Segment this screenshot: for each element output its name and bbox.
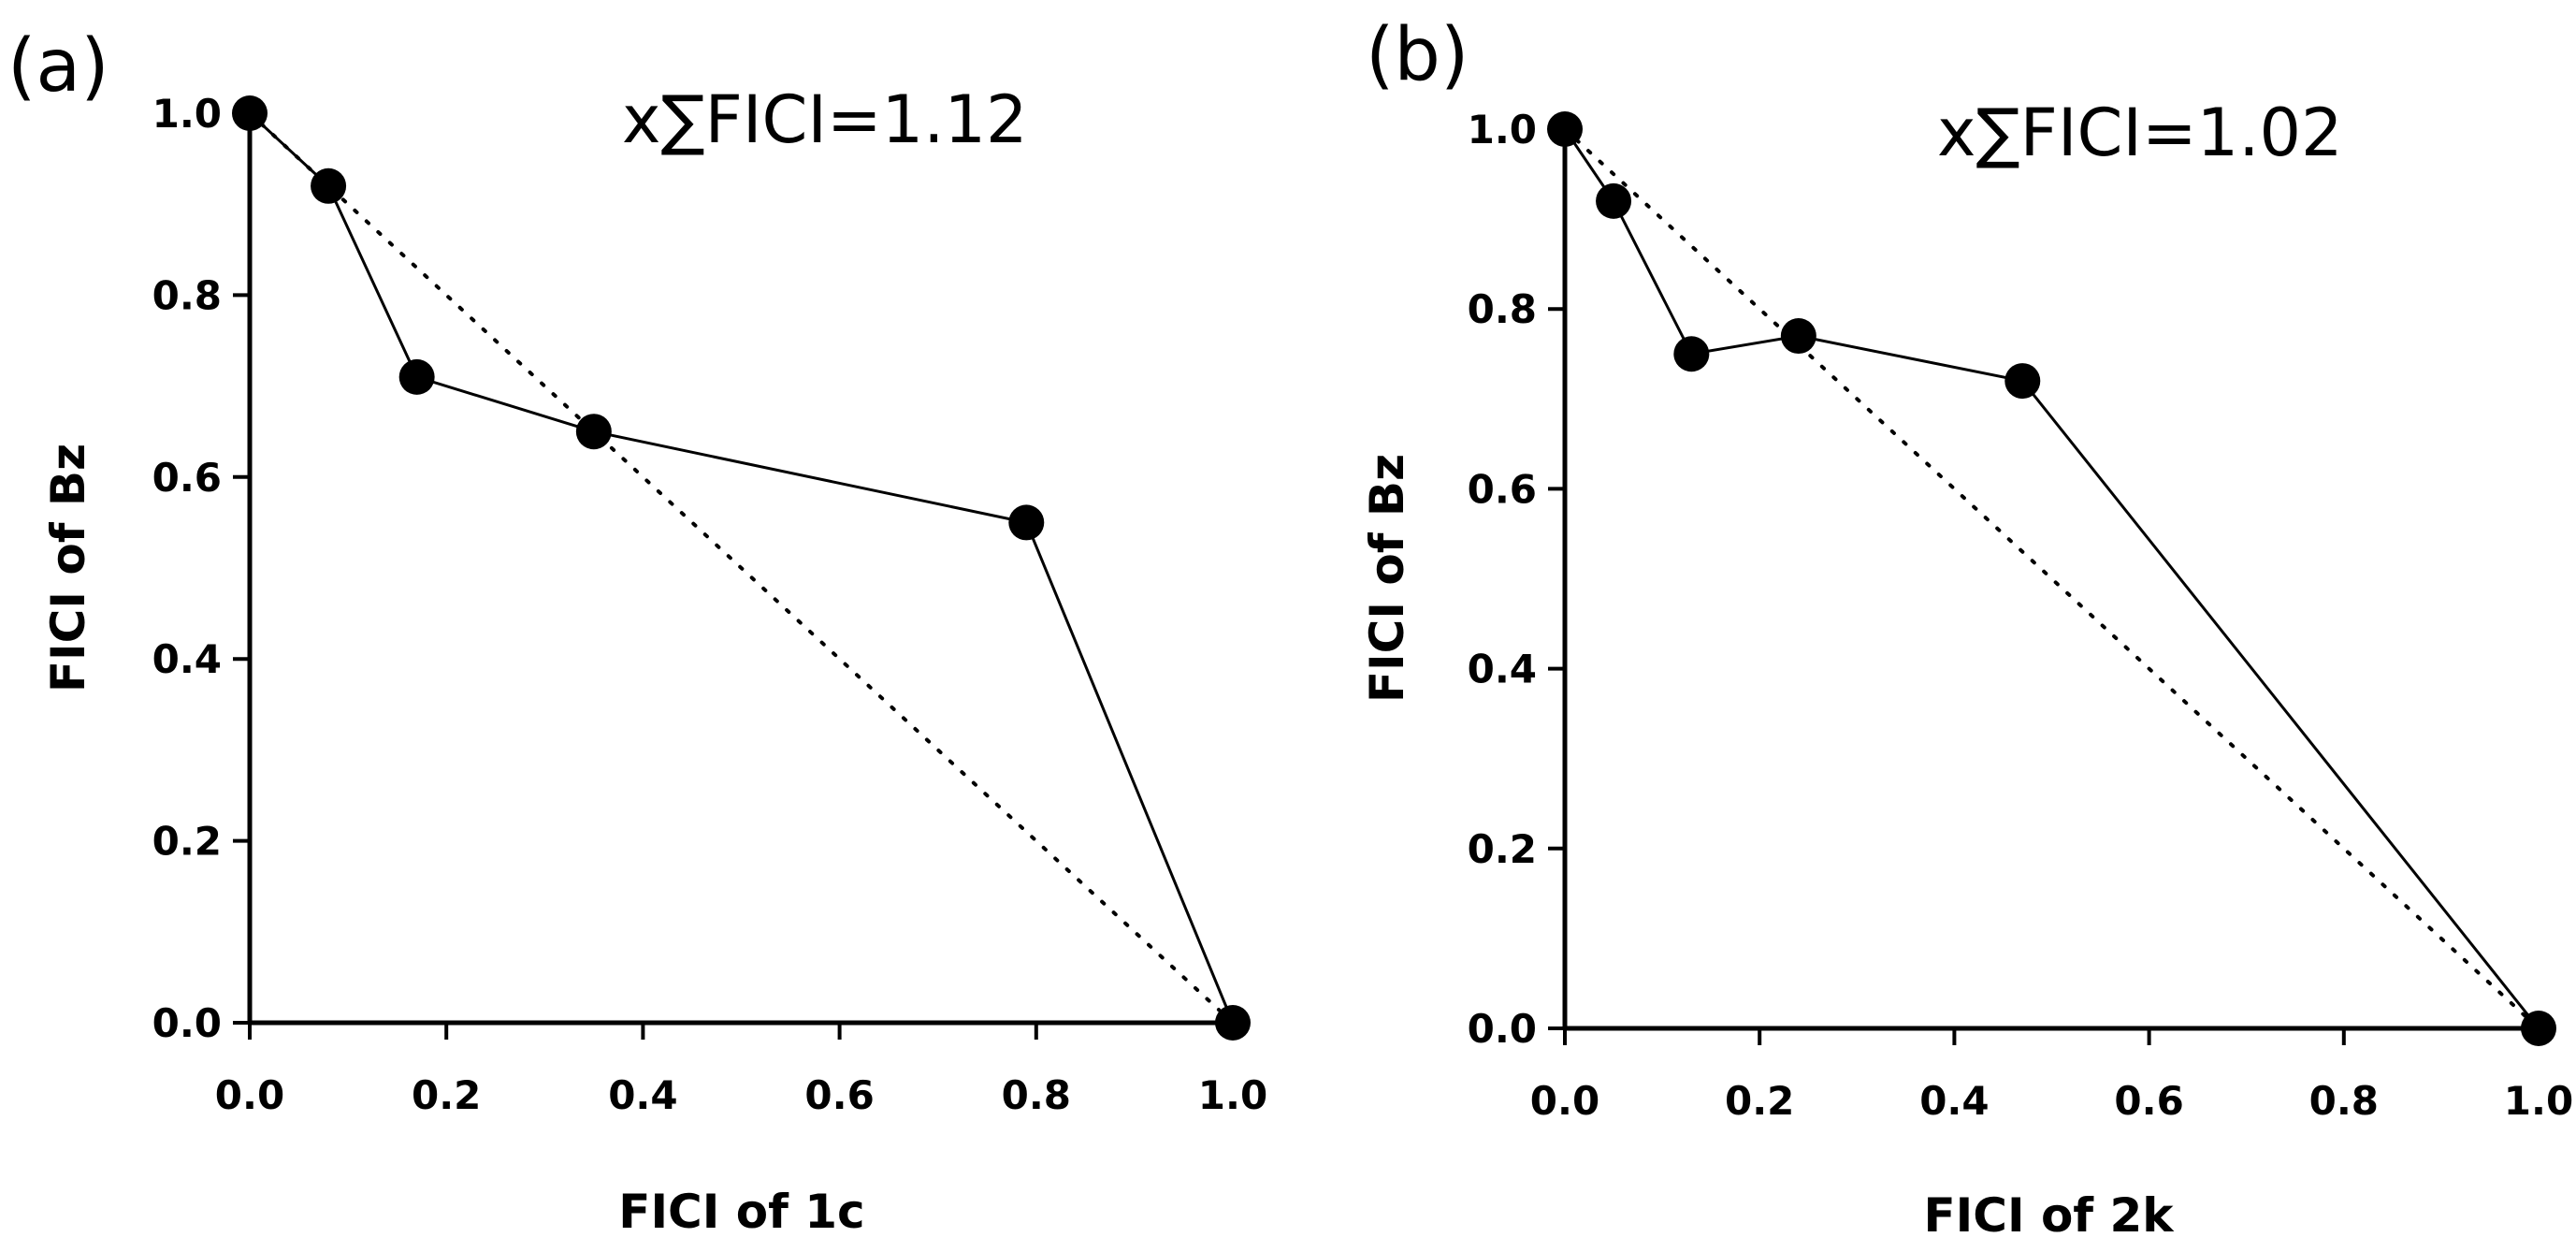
- series-line: [1563, 128, 2540, 1029]
- y-tick-label: 0.2: [152, 819, 222, 865]
- x-tick-label: 0.0: [1530, 1078, 1599, 1124]
- x-tick-label: 0.6: [804, 1072, 874, 1118]
- data-point: [398, 358, 435, 395]
- x-tick-label: 0.8: [2309, 1078, 2379, 1124]
- data-point: [311, 167, 347, 204]
- data-point: [232, 95, 268, 131]
- data-point: [1215, 1005, 1251, 1041]
- x-tick-label: 0.0: [215, 1072, 284, 1118]
- y-tick-label: 1.0: [1468, 107, 1537, 153]
- data-point: [2004, 363, 2041, 400]
- x-tick-label: 0.4: [608, 1072, 677, 1118]
- x-tick-label: 0.2: [1725, 1078, 1794, 1124]
- panel-label: (b): [1366, 13, 1469, 97]
- fici-annotation: x∑FICI=1.02: [1937, 95, 2343, 171]
- data-point: [1596, 182, 1632, 219]
- panel-label: (a): [7, 24, 109, 109]
- data-point: [1008, 504, 1045, 541]
- y-tick-label: 0.4: [152, 636, 222, 682]
- y-tick-label: 0.6: [152, 455, 222, 501]
- x-tick-label: 1.0: [1198, 1072, 1267, 1118]
- series-line: [248, 111, 1235, 1024]
- x-tick-label: 1.0: [2504, 1078, 2573, 1124]
- x-tick-label: 0.8: [1002, 1072, 1071, 1118]
- y-tick-label: 0.6: [1468, 466, 1537, 512]
- data-point: [575, 414, 612, 450]
- panel-a: (a) x∑FICI=1.12 0.0 0.2 0.4 0.6 0.8 1.0 0.0 0.2 0.…: [7, 24, 1267, 1239]
- y-tick-label: 0.0: [152, 1000, 222, 1046]
- y-tick-label: 1.0: [152, 91, 222, 137]
- fici-annotation: x∑FICI=1.12: [622, 81, 1028, 158]
- y-tick-label: 0.4: [1468, 647, 1537, 692]
- x-tick-label: 0.4: [1919, 1078, 1989, 1124]
- data-point: [1547, 111, 1583, 147]
- panel-b: (b) x∑FICI=1.02 0.0 0.2 0.4 0.6 0.8 1.0 0.0 0.2 0.…: [1360, 13, 2573, 1243]
- x-axis-title: FICI of 1c: [618, 1185, 864, 1239]
- y-tick-label: 0.8: [1468, 286, 1537, 332]
- y-tick-label: 0.2: [1468, 826, 1537, 872]
- additivity-reference-line: [248, 111, 1235, 1025]
- x-tick-label: 0.6: [2114, 1078, 2183, 1124]
- additivity-reference-line: [1563, 127, 2540, 1030]
- data-point: [1780, 318, 1816, 355]
- x-axis-title: FICI of 2k: [1923, 1188, 2175, 1243]
- y-tick-label: 0.8: [152, 272, 222, 318]
- y-tick-label: 0.0: [1468, 1006, 1537, 1052]
- y-axis-title: FICI of Bz: [1360, 454, 1414, 703]
- x-tick-label: 0.2: [412, 1072, 481, 1118]
- data-point: [1673, 336, 1710, 372]
- data-point: [2521, 1011, 2556, 1046]
- y-axis-title: FICI of Bz: [41, 444, 95, 692]
